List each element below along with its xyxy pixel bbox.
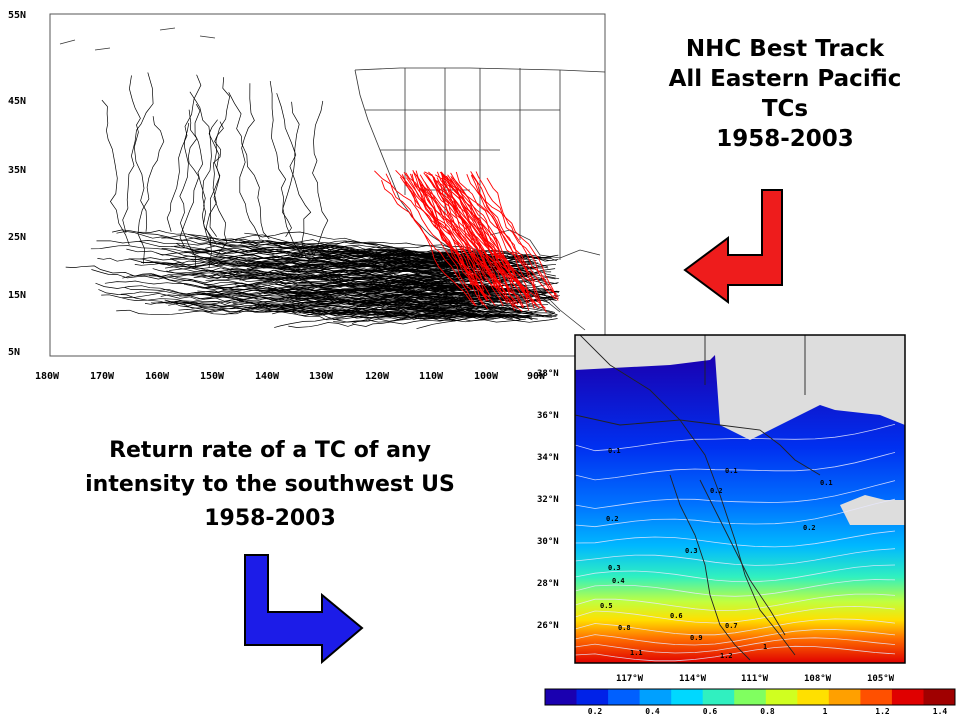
red-arrow-icon — [683, 189, 783, 304]
left-lat-label: 5N — [8, 347, 20, 358]
colorbar-swatch — [923, 689, 956, 705]
colorbar-tick: 0.4 — [645, 707, 660, 716]
title-top: NHC Best Track All Eastern Pacific TCs 1… — [640, 34, 930, 154]
colorbar-swatch — [828, 689, 861, 705]
return-rate-map-svg: 0.10.10.10.20.20.20.30.30.40.50.60.70.80… — [537, 334, 956, 716]
contour-label: 0.1 — [725, 467, 738, 475]
return-rate-fill — [575, 355, 905, 663]
left-lat-label: 25N — [8, 232, 26, 243]
colorbar-swatch — [765, 689, 798, 705]
contour-label: 0.3 — [685, 547, 698, 555]
blue-arrow-icon — [244, 554, 364, 665]
right-lat-label: 32°N — [537, 495, 559, 505]
left-lon-label: 170W — [90, 371, 115, 382]
track-map-svg: 55N 45N 35N 25N 15N 5N 180W 170W 160W 150W 140W 13… — [8, 10, 606, 382]
contour-label: 0.6 — [670, 612, 683, 620]
contour-labels: 0.1 0.1 0.1 0.2 0.2 0.2 0.3 0.3 0.4 0.5 0.6 0.7 0.8 0… — [600, 447, 833, 660]
contour-label: 0.2 — [606, 515, 619, 523]
contour-label: 0.5 — [600, 602, 613, 610]
left-lon-label: 130W — [309, 371, 334, 382]
left-lon-label: 150W — [200, 371, 225, 382]
colorbar-tick: 0.2 — [588, 707, 603, 716]
colorbar-tick: 1 — [823, 707, 828, 716]
right-lon-label: 114°W — [679, 674, 707, 684]
return-rate-map: 0.1 0.1 0.1 0.2 0.2 0.2 0.3 0.3 0.4 0.5 0.6 0.7 0.8 0… — [520, 325, 960, 720]
colorbar-frame — [544, 688, 956, 706]
colorbar-swatch — [576, 689, 609, 705]
right-lon-labels: 117°W 114°W 111°W 108°W 105°W — [616, 674, 895, 684]
return-rate-frame — [574, 334, 906, 664]
tracks-southwest-us — [374, 169, 559, 313]
contour-label: 0.2 — [710, 487, 723, 495]
title-bottom: Return rate of a TC of any intensity to … — [20, 434, 520, 536]
colorbar-swatch — [860, 689, 893, 705]
left-lon-label: 160W — [145, 371, 170, 382]
title-bottom-line-3: 1958-2003 — [204, 506, 336, 531]
right-lon-label: 111°W — [741, 674, 769, 684]
colorbar-tick: 1.2 — [875, 707, 890, 716]
right-lat-label: 28°N — [537, 579, 559, 589]
contour-label: 0.2 — [803, 524, 816, 532]
colorbar-swatch — [545, 689, 577, 705]
title-bottom-line-1: Return rate of a TC of any — [109, 438, 431, 463]
left-lat-label: 35N — [8, 165, 26, 176]
contour-label: 1 — [763, 643, 767, 651]
rr-borders — [575, 335, 821, 661]
contour-lines — [575, 423, 896, 662]
colorbar-swatch — [797, 689, 830, 705]
right-lat-labels: 38°N 36°N 34°N 32°N 30°N 28°N 26°N — [537, 369, 559, 631]
left-lat-labels: 55N 45N 35N 25N 15N 5N — [8, 10, 26, 358]
colorbar-swatch — [702, 689, 735, 705]
right-lon-label: 108°W — [804, 674, 832, 684]
right-lat-label: 34°N — [537, 453, 559, 463]
left-lon-label: 100W — [474, 371, 499, 382]
title-top-line-4: 1958-2003 — [716, 126, 854, 152]
left-lat-label: 55N — [8, 10, 26, 21]
tracks-other — [65, 72, 560, 330]
contour-label: 0.1 — [608, 447, 621, 455]
track-map: 55N 45N 35N 25N 15N 5N 180W 170W 160W 150W 140W 13… — [0, 0, 615, 400]
colorbar-tick: 0.8 — [760, 707, 775, 716]
left-lon-label: 110W — [419, 371, 444, 382]
right-lat-label: 30°N — [537, 537, 559, 547]
colorbar-ticks: 0.2 0.4 0.6 0.8 1 1.2 1.4 — [588, 707, 948, 716]
colorbar-swatch — [671, 689, 704, 705]
title-top-line-3: TCs — [761, 96, 809, 122]
contour-label: 0.4 — [612, 577, 625, 585]
contour-label: 0.3 — [608, 564, 621, 572]
contour-label: 0.9 — [690, 634, 703, 642]
colorbar-swatch — [639, 689, 672, 705]
contour-label: 1.1 — [630, 649, 643, 657]
contour-label: 0.1 — [820, 479, 833, 487]
contour-label: 1.2 — [720, 652, 733, 660]
right-lon-label: 105°W — [867, 674, 895, 684]
title-bottom-line-2: intensity to the southwest US — [85, 472, 455, 497]
left-lon-labels: 180W 170W 160W 150W 140W 130W 120W 110W 100W 90W — [35, 371, 546, 382]
colorbar-tick: 1.4 — [933, 707, 948, 716]
gulf-mask — [840, 495, 905, 525]
right-lat-label: 26°N — [537, 621, 559, 631]
left-lat-label: 45N — [8, 96, 26, 107]
colorbar-swatch — [608, 689, 641, 705]
colorbar-swatch — [891, 689, 924, 705]
colorbar-tick: 0.6 — [703, 707, 718, 716]
title-top-line-2: All Eastern Pacific — [668, 66, 902, 92]
right-lon-label: 117°W — [616, 674, 644, 684]
right-lat-label: 36°N — [537, 411, 559, 421]
left-lon-label: 140W — [255, 371, 280, 382]
colorbar — [544, 688, 956, 706]
left-lon-label: 120W — [365, 371, 390, 382]
title-top-line-1: NHC Best Track — [685, 36, 885, 62]
left-lon-label: 180W — [35, 371, 60, 382]
contour-label: 0.8 — [618, 624, 631, 632]
colorbar-swatch — [734, 689, 767, 705]
contour-label: 0.7 — [725, 622, 738, 630]
left-lat-label: 15N — [8, 290, 26, 301]
left-lon-label: 90W — [527, 371, 546, 382]
right-lat-label: 38°N — [537, 369, 559, 379]
